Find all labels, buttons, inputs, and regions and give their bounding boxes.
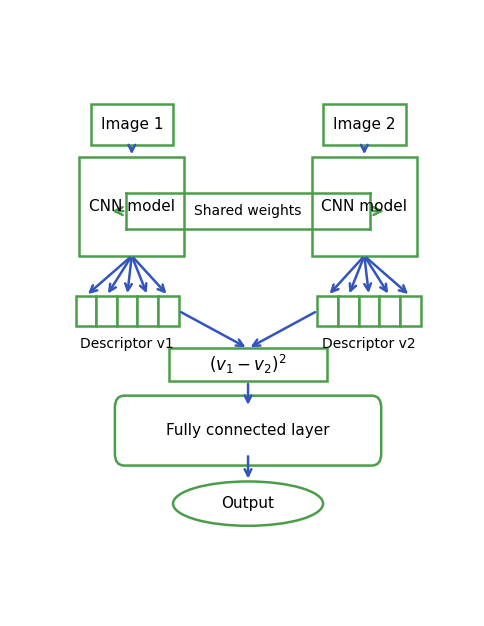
Bar	[91, 104, 173, 145]
Bar	[323, 104, 406, 145]
FancyBboxPatch shape	[115, 396, 381, 466]
Bar	[76, 296, 96, 326]
Text: Shared weights: Shared weights	[195, 204, 302, 218]
Text: Output: Output	[222, 496, 274, 511]
Text: CNN model: CNN model	[89, 199, 175, 214]
Bar	[379, 296, 400, 326]
Bar	[318, 296, 338, 326]
Text: Descriptor v1: Descriptor v1	[80, 337, 174, 351]
Bar	[79, 157, 184, 256]
Text: CNN model: CNN model	[321, 199, 408, 214]
Bar	[158, 296, 179, 326]
Bar	[312, 157, 417, 256]
Bar	[117, 296, 137, 326]
Bar	[169, 349, 327, 381]
Bar	[338, 296, 359, 326]
Bar	[137, 296, 158, 326]
Text: $(v_1 - v_2)^2$: $(v_1 - v_2)^2$	[210, 353, 287, 376]
Text: Descriptor v2: Descriptor v2	[322, 337, 416, 351]
Text: Image 1: Image 1	[101, 117, 163, 132]
Bar	[96, 296, 117, 326]
Text: Fully connected layer: Fully connected layer	[166, 423, 330, 438]
Ellipse shape	[173, 481, 323, 526]
Text: Image 2: Image 2	[333, 117, 395, 132]
Bar	[400, 296, 421, 326]
Bar	[359, 296, 379, 326]
